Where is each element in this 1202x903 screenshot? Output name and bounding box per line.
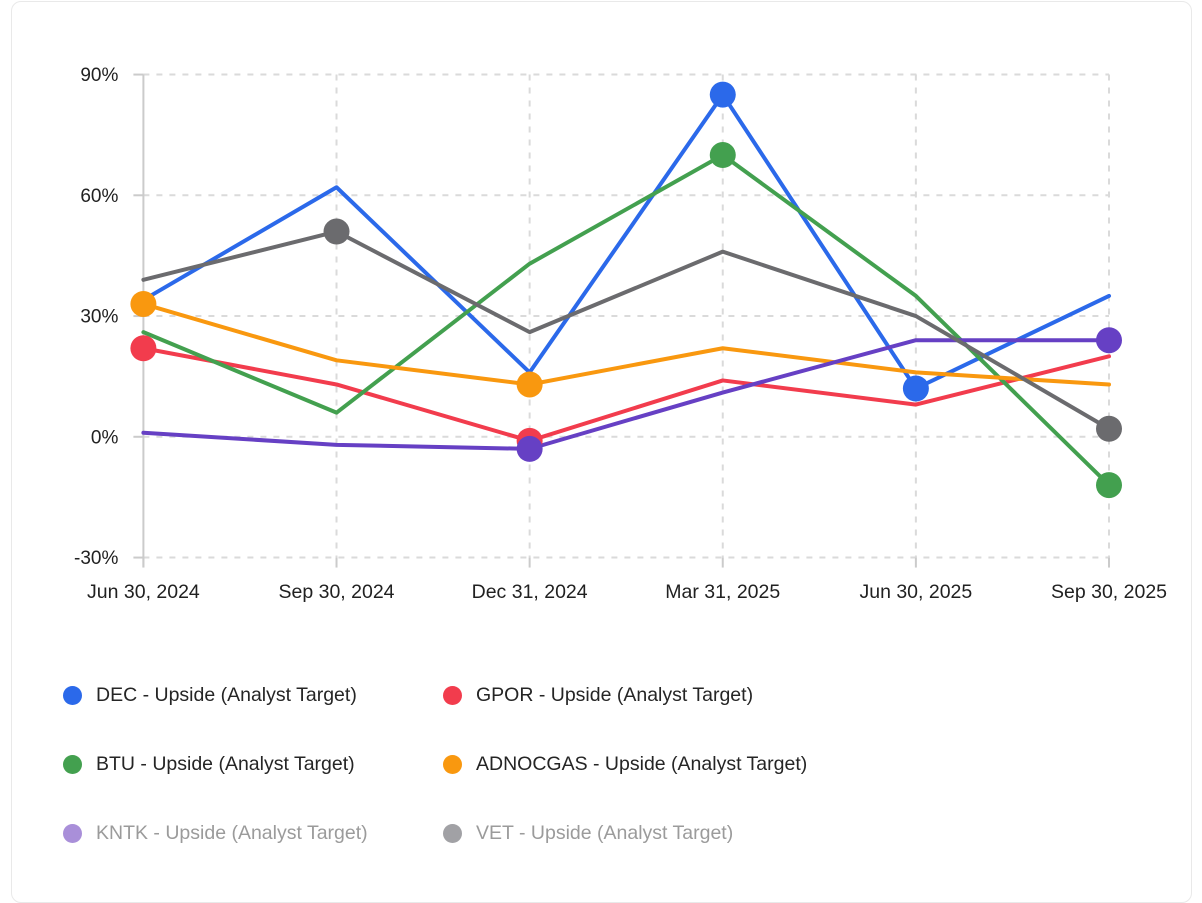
series-marker-KNTK[interactable] bbox=[1096, 327, 1122, 354]
x-axis-label: Sep 30, 2024 bbox=[279, 581, 395, 603]
line-chart: 90% 60% 30% 0% -30% Jun 30, 2024 Sep 30, 2024 D… bbox=[74, 65, 1167, 603]
legend-label-GPOR: GPOR - Upside (Analyst Target) bbox=[476, 683, 754, 706]
legend-dot-BTU bbox=[63, 754, 82, 774]
x-axis-label: Jun 30, 2025 bbox=[859, 581, 972, 603]
series-marker-ADNOCGAS[interactable] bbox=[516, 371, 543, 398]
x-axis-label: Dec 31, 2024 bbox=[472, 581, 588, 603]
series-line-GPOR bbox=[141, 346, 1111, 443]
chart-legend: DEC - Upside (Analyst Target) GPOR - Upsi… bbox=[63, 681, 807, 847]
series-line-KNTK bbox=[141, 338, 1111, 451]
x-axis-label: Jun 30, 2024 bbox=[87, 581, 200, 603]
series-marker-DEC[interactable] bbox=[902, 375, 929, 402]
series-line-ADNOCGAS bbox=[141, 301, 1111, 387]
y-axis-label: 30% bbox=[80, 307, 118, 328]
legend-dot-ADNOCGAS bbox=[443, 754, 462, 774]
legend-item-GPOR[interactable]: GPOR - Upside (Analyst Target) bbox=[443, 681, 807, 709]
legend-label-BTU: BTU - Upside (Analyst Target) bbox=[96, 752, 355, 775]
series-line-BTU bbox=[141, 153, 1111, 488]
legend-dot-VET bbox=[443, 823, 462, 843]
legend-dot-KNTK bbox=[63, 823, 82, 843]
legend-item-DEC[interactable]: DEC - Upside (Analyst Target) bbox=[63, 681, 443, 709]
series-marker-VET[interactable] bbox=[1096, 415, 1122, 442]
legend-dot-GPOR bbox=[443, 685, 462, 705]
x-axis-label: Sep 30, 2025 bbox=[1051, 581, 1167, 603]
series-marker-ADNOCGAS[interactable] bbox=[130, 290, 157, 317]
legend-item-ADNOCGAS[interactable]: ADNOCGAS - Upside (Analyst Target) bbox=[443, 750, 807, 778]
series-marker-VET[interactable] bbox=[323, 218, 350, 245]
series-marker-KNTK[interactable] bbox=[516, 435, 543, 462]
legend-label-DEC: DEC - Upside (Analyst Target) bbox=[96, 683, 357, 706]
legend-label-VET: VET - Upside (Analyst Target) bbox=[476, 821, 734, 844]
y-axis-label: -30% bbox=[74, 548, 118, 569]
legend-label-ADNOCGAS: ADNOCGAS - Upside (Analyst Target) bbox=[476, 752, 808, 775]
legend-item-KNTK[interactable]: KNTK - Upside (Analyst Target) bbox=[63, 819, 443, 847]
series-marker-GPOR[interactable] bbox=[130, 335, 157, 362]
series-marker-DEC[interactable] bbox=[709, 81, 736, 108]
y-axis-label: 60% bbox=[80, 186, 118, 207]
series-marker-BTU[interactable] bbox=[1096, 472, 1122, 499]
y-axis-label: 0% bbox=[91, 427, 119, 448]
series-marker-BTU[interactable] bbox=[709, 142, 736, 169]
legend-item-BTU[interactable]: BTU - Upside (Analyst Target) bbox=[63, 750, 443, 778]
y-axis-label: 90% bbox=[80, 65, 118, 86]
legend-label-KNTK: KNTK - Upside (Analyst Target) bbox=[96, 821, 368, 844]
series-line-VET bbox=[141, 229, 1111, 431]
chart-card bbox=[11, 1, 1192, 903]
legend-item-VET[interactable]: VET - Upside (Analyst Target) bbox=[443, 819, 807, 847]
legend-dot-DEC bbox=[63, 685, 82, 705]
x-axis-label: Mar 31, 2025 bbox=[665, 581, 780, 603]
